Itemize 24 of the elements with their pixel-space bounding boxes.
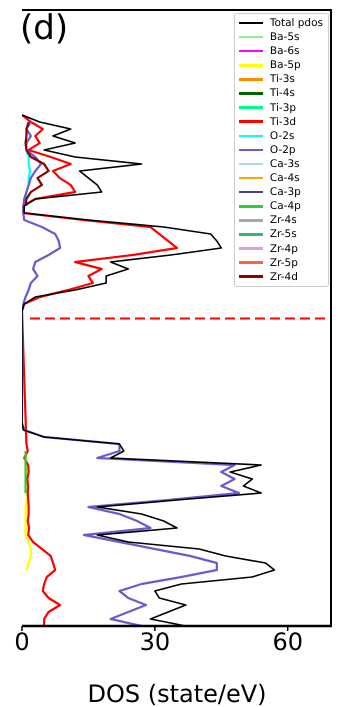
legend-label: Zr-4d [270, 270, 298, 284]
chart-title: (d) [20, 8, 68, 48]
legend-label: Ca-4p [270, 199, 301, 214]
legend-label: Ti-4s [270, 86, 295, 101]
legend-label: Zr-5p [270, 256, 298, 270]
x-tick-label: 30 [140, 628, 170, 656]
legend-label: Ca-4s [270, 171, 300, 186]
x-tick-label: 60 [272, 628, 303, 656]
legend-label: Ti-3p [270, 100, 296, 115]
legend-label: O-2s [270, 128, 294, 143]
legend-label: O-2p [270, 142, 296, 157]
legend-label: Zr-4s [270, 213, 297, 228]
legend-label: Zr-4p [270, 242, 298, 256]
legend-label: Ti-3s [270, 72, 295, 86]
legend-label: Total pdos [270, 16, 323, 30]
legend-label: Ti-3d [270, 114, 296, 129]
x-tick-label: 0 [14, 628, 30, 656]
x-axis-title: DOS (state/eV) [87, 680, 267, 707]
legend-label: Ba-6s [270, 44, 300, 58]
legend-label: Ca-3p [270, 185, 301, 200]
legend-label: Zr-5s [270, 227, 297, 242]
legend-label: Ba-5p [270, 58, 301, 72]
legend-label: Ba-5s [270, 30, 300, 44]
legend-label: Ca-3s [270, 156, 300, 172]
